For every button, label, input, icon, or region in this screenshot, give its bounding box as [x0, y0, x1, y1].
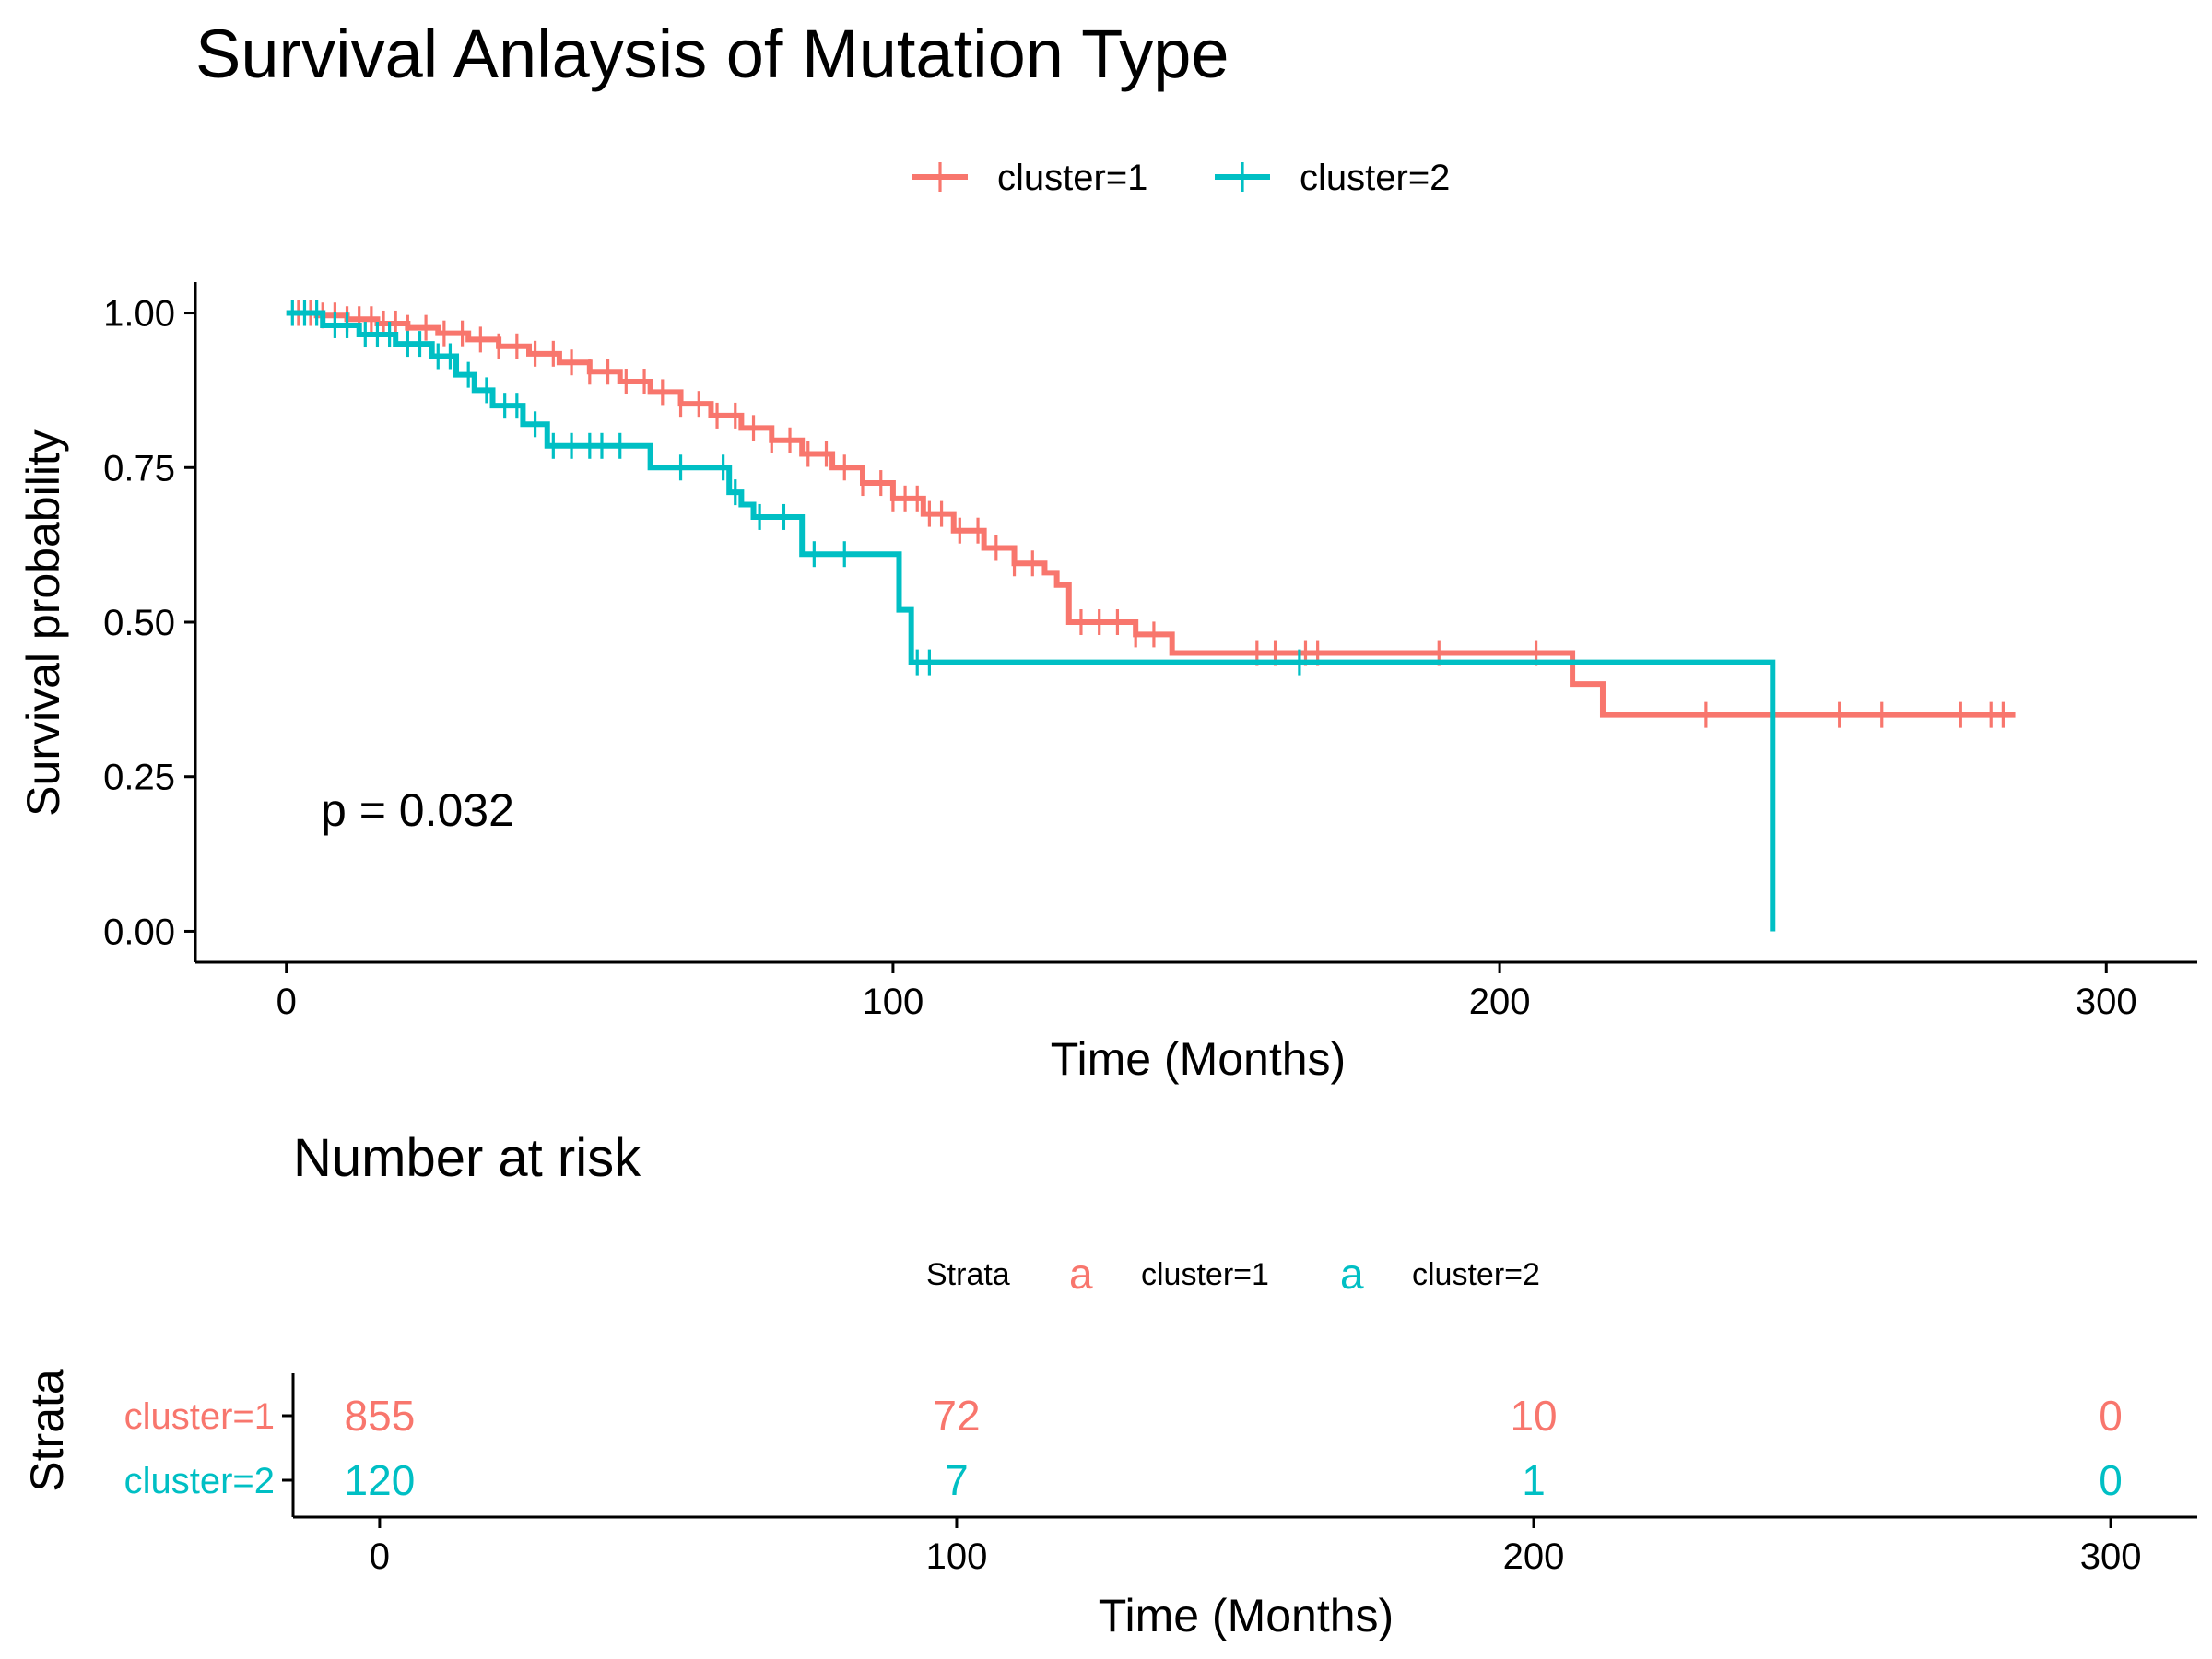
survival-x-tick-label: 200	[1469, 982, 1531, 1022]
risk-legend-glyph-cluster-1: a	[1069, 1250, 1093, 1298]
legend-label-cluster-2: cluster=2	[1300, 158, 1450, 198]
risk-count: 1	[1522, 1456, 1546, 1504]
risk-x-tick-label: 200	[1503, 1536, 1565, 1577]
survival-y-axis: 0.00 0.25 0.50 0.75 1.00	[103, 282, 197, 962]
legend-item-cluster-2: cluster=2	[1215, 158, 1450, 198]
risk-count: 855	[345, 1392, 416, 1440]
risk-count: 10	[1510, 1392, 1557, 1440]
survival-plot: 0 100 200 300 0.00 0.25 0.50 0.75 1.00 p = 0.03…	[18, 282, 2197, 1085]
risk-legend: Strata a cluster=1 a cluster=2	[926, 1250, 1540, 1298]
risk-count: 120	[345, 1456, 416, 1504]
p-value-annotation: p = 0.032	[321, 784, 514, 836]
survival-curve-cluster-2	[286, 310, 1776, 932]
survival-y-tick-label: 0.75	[103, 448, 175, 488]
risk-count: 7	[945, 1456, 969, 1504]
risk-y-axis-title: Strata	[21, 1369, 73, 1492]
legend-label-cluster-1: cluster=1	[997, 158, 1147, 198]
survival-x-axis-title: Time (Months)	[1051, 1033, 1346, 1085]
survival-y-tick-label: 0.00	[103, 912, 175, 952]
legend-item-cluster-1: cluster=1	[912, 158, 1147, 198]
top-legend: cluster=1 cluster=2	[912, 158, 1450, 198]
risk-x-tick-label: 300	[2080, 1536, 2142, 1577]
risk-count: 72	[933, 1392, 980, 1440]
survival-y-tick-label: 0.25	[103, 758, 175, 798]
survival-curves	[286, 300, 2016, 932]
risk-legend-glyph-cluster-2: a	[1340, 1250, 1364, 1298]
risk-table-title: Number at risk	[293, 1128, 641, 1188]
risk-legend-label-cluster-1: cluster=1	[1141, 1257, 1269, 1292]
survival-y-axis-title: Survival probability	[18, 429, 69, 817]
risk-row-label-cluster-2: cluster=2	[124, 1461, 275, 1501]
risk-count: 0	[2099, 1392, 2123, 1440]
survival-curve-cluster-1	[286, 310, 2016, 718]
risk-x-tick-label: 100	[926, 1536, 988, 1577]
risk-x-tick-label: 0	[370, 1536, 390, 1577]
risk-legend-title: Strata	[926, 1257, 1010, 1292]
risk-legend-label-cluster-2: cluster=2	[1412, 1257, 1540, 1292]
survival-x-axis: 0 100 200 300	[195, 960, 2197, 1022]
risk-count: 0	[2099, 1456, 2123, 1504]
survival-x-tick-label: 100	[863, 982, 924, 1022]
risk-row-label-cluster-1: cluster=1	[124, 1396, 275, 1437]
survival-x-tick-label: 0	[276, 982, 297, 1022]
survival-y-tick-label: 0.50	[103, 603, 175, 643]
risk-x-axis-title: Time (Months)	[1099, 1590, 1394, 1641]
chart-title: Survival Anlaysis of Mutation Type	[195, 16, 1230, 92]
survival-x-tick-label: 300	[2076, 982, 2137, 1022]
survival-y-tick-label: 1.00	[103, 294, 175, 335]
